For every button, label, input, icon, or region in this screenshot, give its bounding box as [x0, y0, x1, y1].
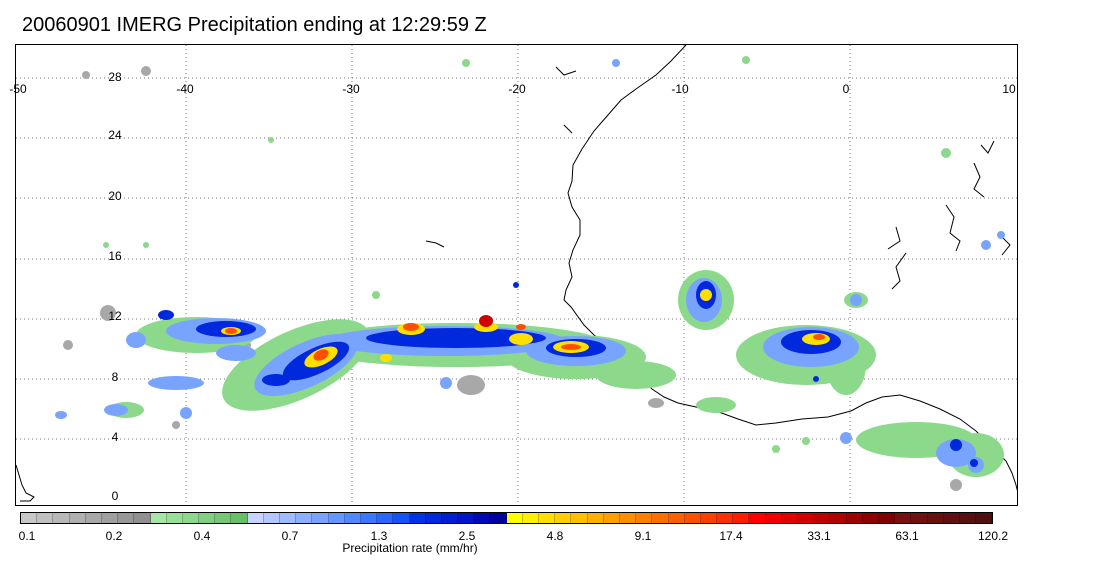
colorbar-cell	[700, 513, 718, 523]
colorbar-cell	[490, 513, 507, 523]
colorbar-cell	[247, 513, 264, 523]
colorbar-cell	[360, 513, 378, 523]
colorbar-cell	[603, 513, 620, 523]
colorbar-cell	[150, 513, 167, 523]
colorbar-cell	[878, 513, 896, 523]
lat-label: 28	[108, 70, 122, 84]
colorbar-tick: 4.8	[546, 529, 564, 543]
colorbar-tick: 0.1	[18, 529, 36, 543]
colorbar-cell	[798, 513, 815, 523]
colorbar-cell	[749, 513, 766, 523]
colorbar-cell	[85, 513, 102, 523]
lat-label: 12	[108, 309, 122, 323]
colorbar-cell	[895, 513, 912, 523]
colorbar-tick: 1.3	[370, 529, 388, 543]
colorbar-cell	[571, 513, 588, 523]
colorbar-cell	[199, 513, 216, 523]
colorbar-cell	[668, 513, 685, 523]
lon-label: -50	[9, 82, 27, 96]
colorbar-cell	[263, 513, 280, 523]
colorbar-cell	[781, 513, 798, 523]
colorbar-cell	[328, 513, 345, 523]
colorbar-cell	[587, 513, 604, 523]
colorbar-cell	[296, 513, 313, 523]
colorbar-tick: 33.1	[807, 529, 831, 543]
colorbar-cell	[765, 513, 782, 523]
colorbar-cell	[182, 513, 200, 523]
colorbar-label: Precipitation rate (mm/hr)	[342, 541, 478, 555]
precip-gray	[63, 66, 962, 491]
lon-label: -30	[342, 82, 360, 96]
map-title: 20060901 IMERG Precipitation ending at 1…	[22, 14, 487, 36]
lon-label: 10	[1002, 82, 1016, 96]
lon-label: -40	[176, 82, 194, 96]
lat-label: 4	[111, 430, 119, 444]
colorbar-cell	[814, 513, 831, 523]
colorbar	[20, 512, 993, 524]
lat-label: 24	[108, 128, 122, 142]
colorbar-cell	[862, 513, 879, 523]
colorbar-cell	[474, 513, 491, 523]
precip-lightblue	[55, 59, 1005, 473]
colorbar-cell	[69, 513, 86, 523]
precip-red	[225, 315, 825, 361]
colorbar-tick: 9.1	[634, 529, 652, 543]
colorbar-cell	[976, 513, 993, 523]
colorbar-cell	[312, 513, 329, 523]
colorbar-cell	[53, 513, 70, 523]
lat-label: 0	[111, 489, 119, 503]
colorbar-cell	[134, 513, 151, 523]
colorbar-tick: 0.7	[281, 529, 299, 543]
colorbar-cell	[522, 513, 539, 523]
colorbar-tick: 0.4	[193, 529, 211, 543]
colorbar-cell	[21, 513, 38, 523]
lat-label: 8	[111, 370, 119, 384]
colorbar-cell	[636, 513, 653, 523]
colorbar-tick: 0.2	[105, 529, 123, 543]
colorbar-cell	[846, 513, 863, 523]
colorbar-cell	[280, 513, 297, 523]
map-canvas	[16, 45, 1017, 505]
colorbar-cell	[377, 513, 394, 523]
colorbar-tick: 63.1	[895, 529, 919, 543]
colorbar-cell	[344, 513, 361, 523]
lat-label: 20	[108, 189, 122, 203]
colorbar-cell	[425, 513, 442, 523]
colorbar-cell	[37, 513, 54, 523]
gridlines	[16, 45, 1017, 505]
colorbar-cell	[166, 513, 183, 523]
lat-label: 16	[108, 249, 122, 263]
colorbar-cell	[830, 513, 847, 523]
colorbar-cell	[231, 513, 248, 523]
lon-label: -20	[508, 82, 526, 96]
colorbar-cell	[441, 513, 459, 523]
colorbar-cell	[118, 513, 135, 523]
colorbar-cell	[717, 513, 734, 523]
colorbar-cell	[506, 513, 523, 523]
colorbar-cell	[215, 513, 232, 523]
colorbar-cell	[911, 513, 928, 523]
colorbar-cell	[927, 513, 944, 523]
colorbar-cell	[101, 513, 119, 523]
colorbar-tick: 120.2	[977, 529, 1009, 543]
colorbar-cell	[943, 513, 960, 523]
colorbar-cell	[458, 513, 475, 523]
colorbar-cell	[652, 513, 669, 523]
colorbar-cell	[409, 513, 426, 523]
lon-label: 0	[842, 82, 850, 96]
colorbar-cell	[733, 513, 750, 523]
lon-label: -10	[671, 82, 689, 96]
colorbar-cell	[619, 513, 637, 523]
colorbar-cell	[555, 513, 572, 523]
colorbar-tick: 2.5	[458, 529, 476, 543]
colorbar-cell	[959, 513, 977, 523]
colorbar-cell	[684, 513, 701, 523]
colorbar-cell	[393, 513, 410, 523]
precip-green	[103, 56, 1004, 477]
colorbar-tick: 17.4	[719, 529, 743, 543]
precipitation-map	[15, 44, 1018, 506]
colorbar-cell	[539, 513, 556, 523]
